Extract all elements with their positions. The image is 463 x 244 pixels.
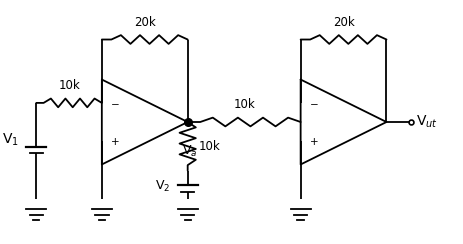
Text: V$_a$: V$_a$	[182, 144, 197, 159]
Text: V$_{ut}$: V$_{ut}$	[415, 114, 437, 130]
Text: $+$: $+$	[308, 136, 318, 147]
Text: 20k: 20k	[332, 16, 354, 29]
Text: 10k: 10k	[233, 98, 255, 111]
Text: V$_1$: V$_1$	[2, 132, 19, 148]
Text: 10k: 10k	[58, 79, 80, 92]
Text: $-$: $-$	[308, 98, 318, 108]
Text: 20k: 20k	[134, 16, 155, 29]
Text: $-$: $-$	[110, 98, 119, 108]
Text: V$_2$: V$_2$	[155, 179, 170, 194]
Text: 10k: 10k	[199, 140, 220, 153]
Text: $+$: $+$	[110, 136, 119, 147]
